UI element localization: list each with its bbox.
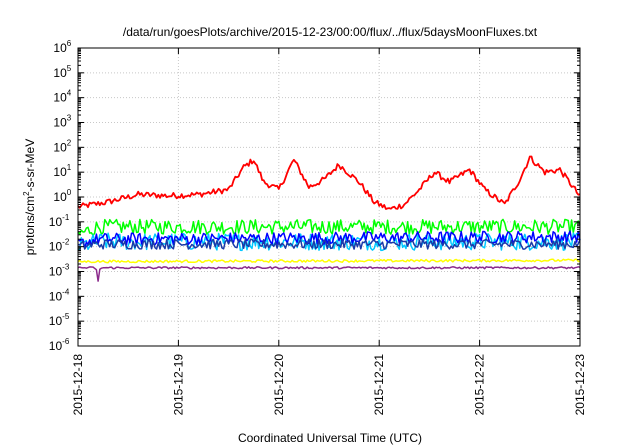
y-tick-label: 10-6 — [49, 337, 70, 353]
x-tick-label: 2015-12-23 — [573, 354, 587, 416]
series-line-1 — [77, 155, 581, 210]
y-tick-label: 10-5 — [49, 312, 70, 328]
series-line-7 — [77, 266, 581, 282]
x-tick-label: 2015-12-22 — [473, 354, 487, 416]
series-line-6 — [77, 258, 581, 264]
x-axis-label: Coordinated Universal Time (UTC) — [238, 431, 422, 445]
y-axis-label: protons/cm2-s-sr-MeV — [22, 139, 37, 255]
y-tick-label: 106 — [53, 39, 71, 55]
y-tick-label: 101 — [53, 163, 71, 179]
y-tick-label: 105 — [53, 64, 71, 80]
plot-frame — [77, 47, 581, 347]
chart-title: /data/run/goesPlots/archive/2015-12-23/0… — [123, 25, 538, 39]
y-tick-label: 10-1 — [49, 213, 70, 229]
y-tick-label: 10-4 — [49, 287, 70, 303]
x-tick-label: 2015-12-20 — [272, 354, 286, 416]
x-tick-label: 2015-12-18 — [71, 354, 85, 416]
y-tick-label: 103 — [53, 114, 71, 130]
series-line-2 — [77, 218, 581, 237]
y-axis-label-base: protons/cm — [23, 196, 37, 255]
y-tick-label: 102 — [53, 138, 71, 154]
y-tick-label: 10-2 — [49, 238, 70, 254]
y-tick-label: 104 — [53, 89, 71, 105]
y-axis-label-rest: -s-sr-MeV — [23, 139, 37, 192]
series-group — [77, 155, 581, 282]
series-line-4 — [77, 230, 581, 249]
x-axis-ticks: 2015-12-18 2015-12-19 2015-12-20 2015-12-21… — [71, 48, 587, 415]
y-axis-label-sup: 2 — [22, 191, 31, 196]
x-tick-label: 2015-12-19 — [171, 354, 185, 416]
grid-lines — [78, 48, 580, 346]
series-line-5 — [77, 238, 581, 250]
y-tick-label: 100 — [53, 188, 71, 204]
x-tick-label: 2015-12-21 — [372, 354, 386, 416]
y-tick-label: 10-3 — [49, 263, 70, 279]
